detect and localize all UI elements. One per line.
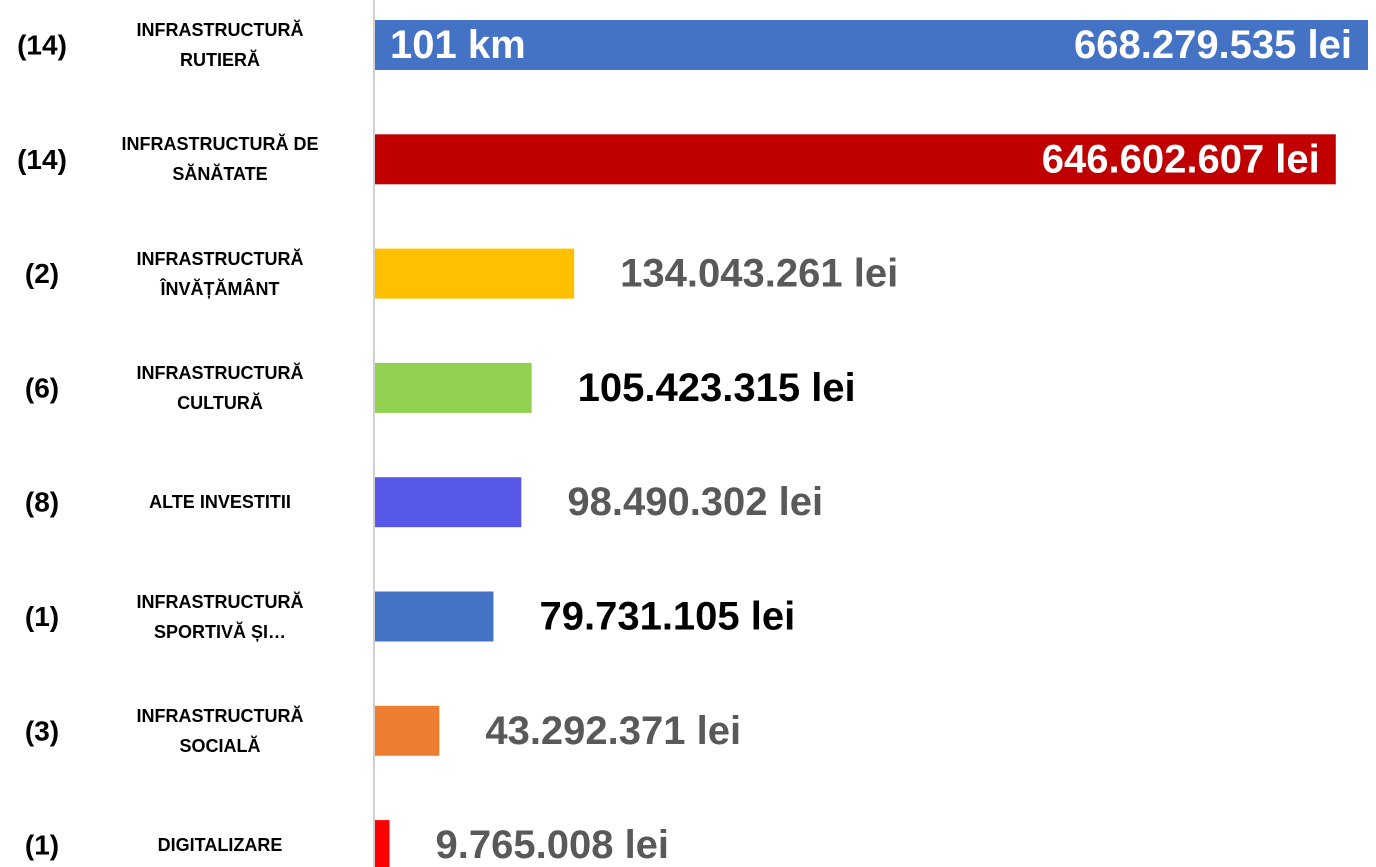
bar bbox=[375, 591, 494, 642]
category-label: DIGITALIZARE bbox=[157, 835, 283, 856]
bar bbox=[375, 820, 390, 867]
value-label: 79.731.105 lei bbox=[539, 595, 795, 639]
project-count: (6) bbox=[25, 372, 59, 403]
value-label: 98.490.302 lei bbox=[567, 480, 823, 524]
project-count: (14) bbox=[17, 30, 67, 61]
project-count: (14) bbox=[17, 144, 67, 175]
category-label: INFRASTRUCTURĂ SPORTIVĂ ȘI… bbox=[136, 591, 304, 642]
bar bbox=[375, 20, 1368, 70]
value-label: 134.043.261 lei bbox=[620, 252, 898, 296]
value-label: 668.279.535 lei bbox=[1074, 23, 1352, 67]
category-label: INFRASTRUCTURĂ ÎNVĂȚĂMÂNT bbox=[136, 248, 304, 299]
category-label: INFRASTRUCTURĂ RUTIERĂ bbox=[136, 20, 304, 70]
bar bbox=[375, 362, 532, 413]
value-label: 43.292.371 lei bbox=[485, 709, 741, 753]
category-label: INFRASTRUCTURĂ SOCIALĂ bbox=[136, 705, 304, 756]
project-count: (1) bbox=[25, 601, 59, 632]
value-label: 646.602.607 lei bbox=[1042, 137, 1320, 181]
annotation: 101 km bbox=[390, 23, 526, 67]
value-label: 9.765.008 lei bbox=[436, 823, 670, 867]
project-count: (1) bbox=[25, 830, 59, 861]
project-count: (2) bbox=[25, 258, 59, 289]
value-label: 105.423.315 lei bbox=[578, 366, 856, 410]
project-count: (3) bbox=[25, 715, 59, 746]
category-label: ALTE INVESTITII bbox=[149, 492, 291, 513]
bar bbox=[375, 705, 440, 756]
project-count: (8) bbox=[25, 487, 59, 518]
bar bbox=[375, 248, 575, 299]
category-label: INFRASTRUCTURĂ DE SĂNĂTATE bbox=[121, 134, 319, 185]
bar bbox=[375, 477, 522, 528]
bar bbox=[375, 134, 1336, 185]
category-label: INFRASTRUCTURĂ CULTURĂ bbox=[136, 362, 304, 413]
